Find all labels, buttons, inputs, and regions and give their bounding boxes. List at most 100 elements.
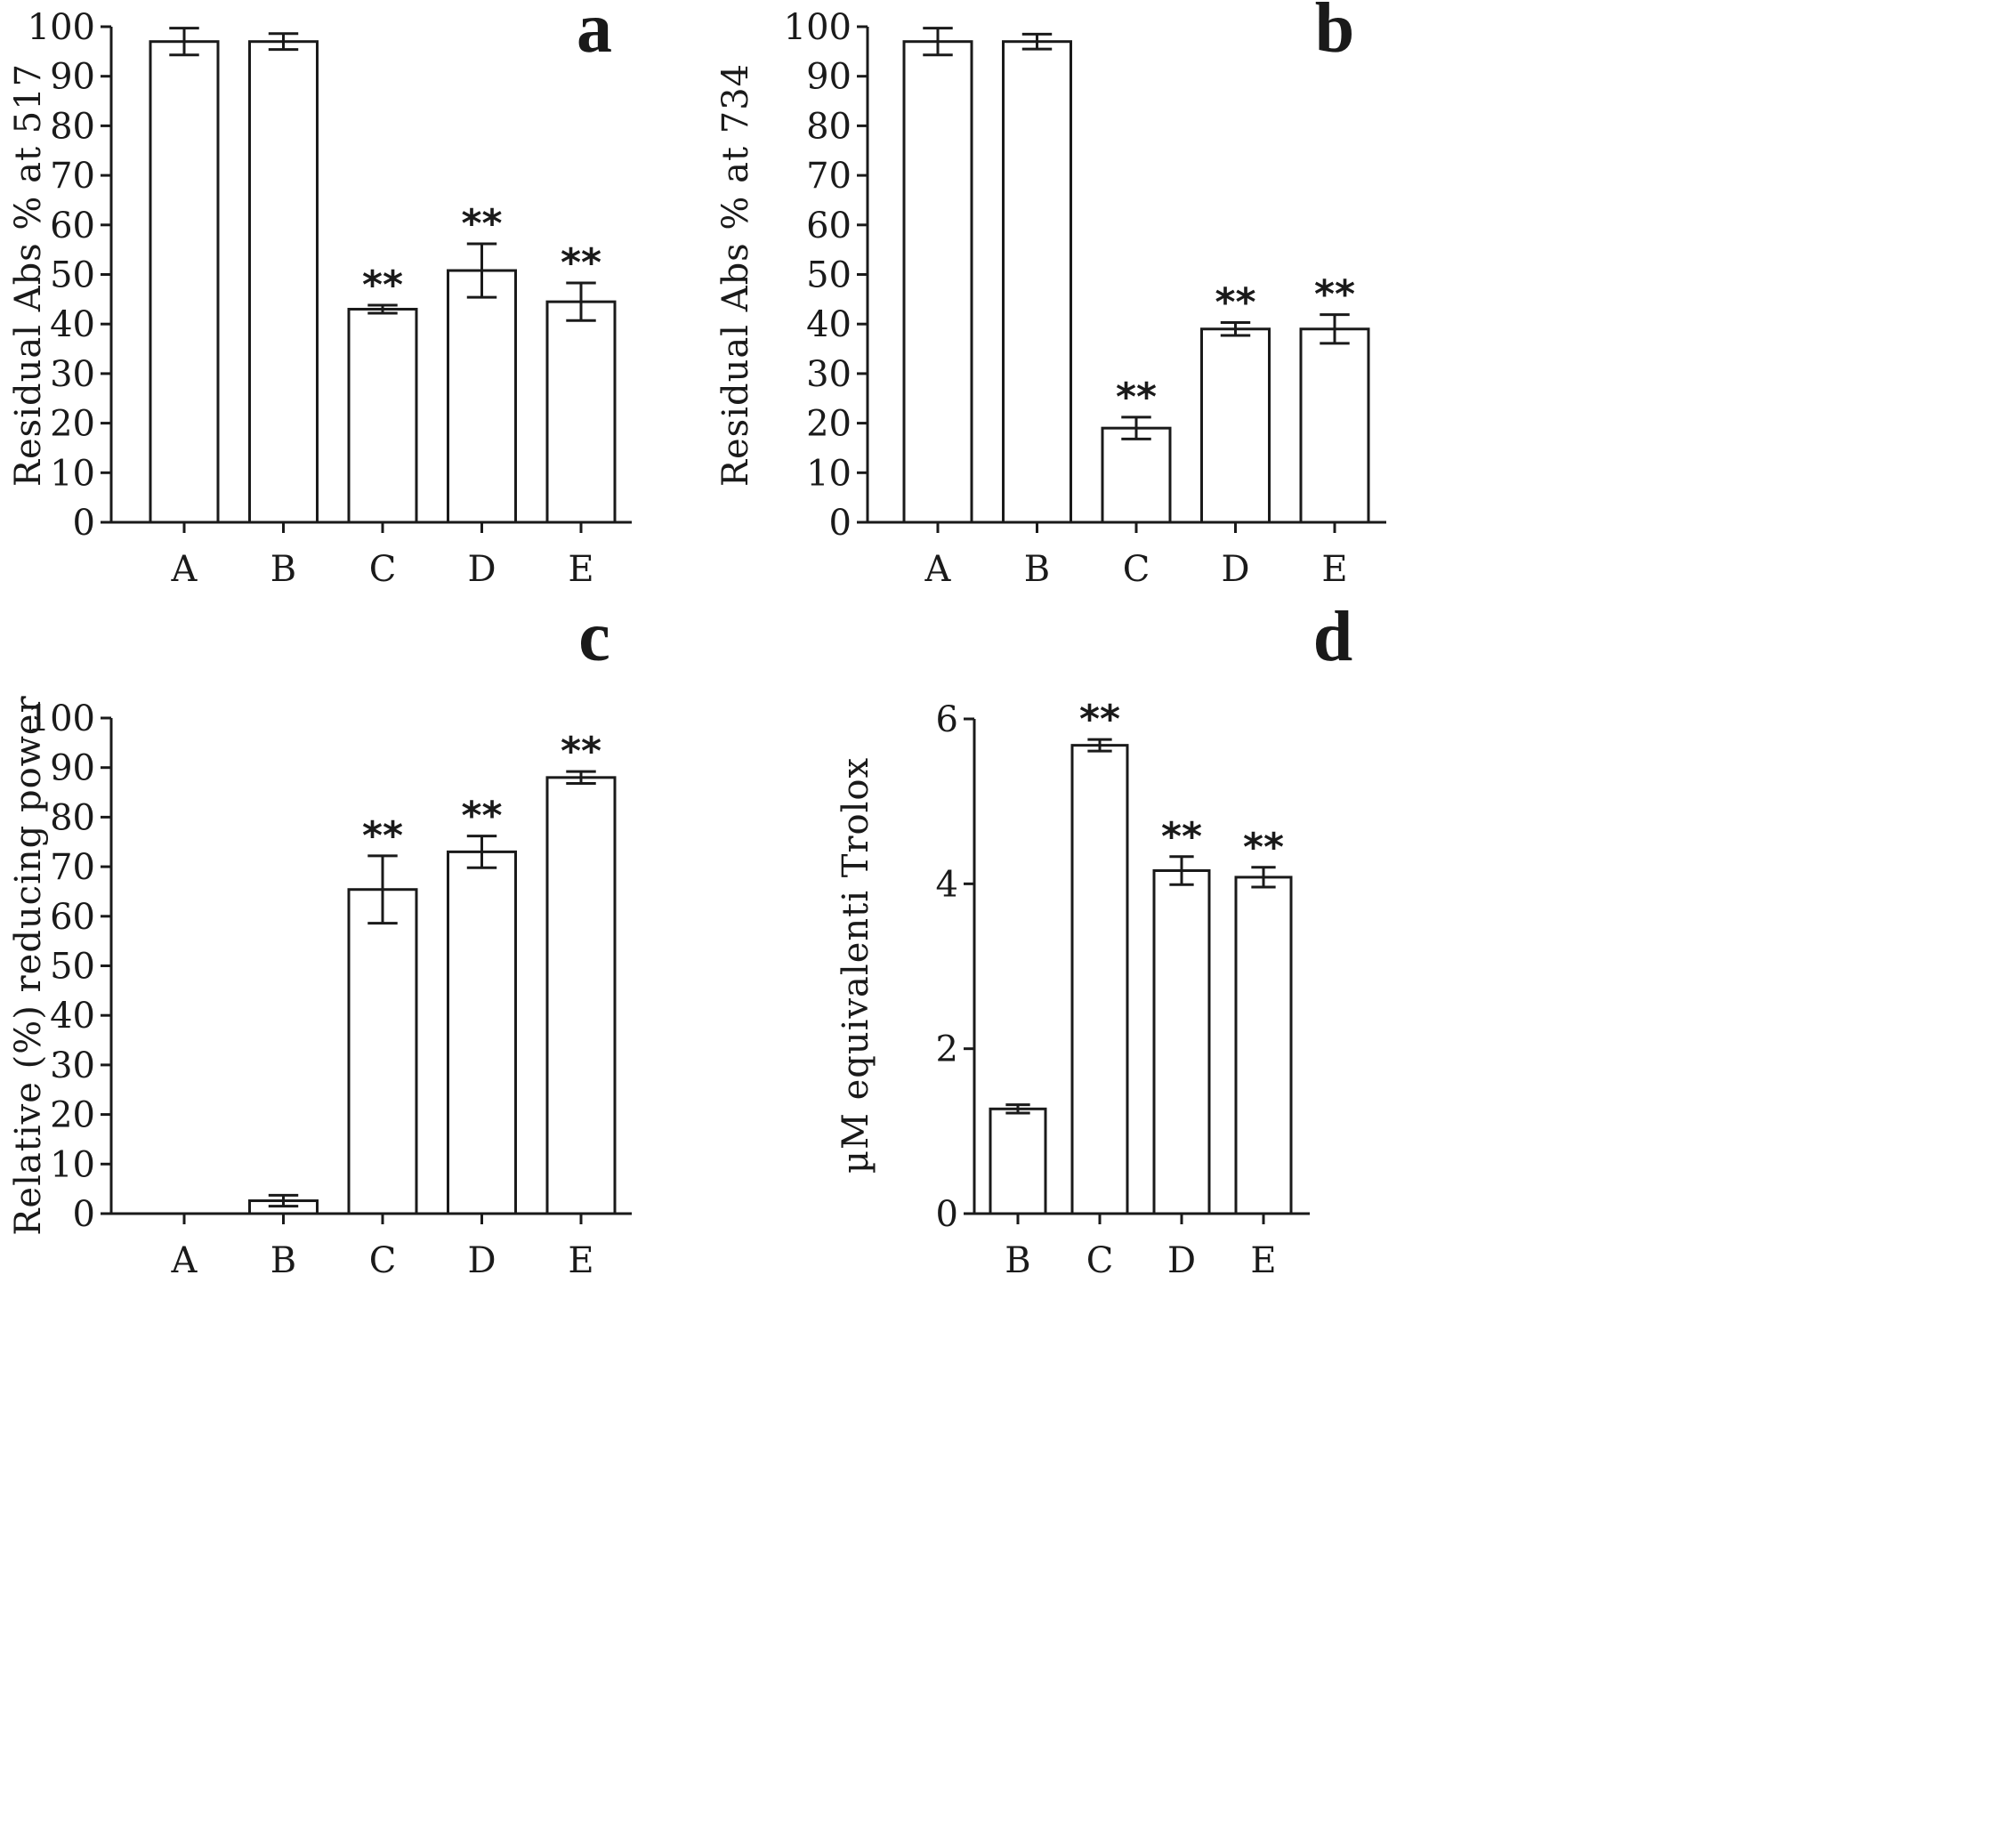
y-tick-label: 30 <box>50 354 95 395</box>
error-bar <box>1251 866 1276 889</box>
y-tick-label: 90 <box>50 57 95 98</box>
y-tick-label: 90 <box>806 57 852 98</box>
error-bar <box>1021 32 1053 51</box>
bar <box>248 40 319 524</box>
error-bar <box>566 770 596 786</box>
y-tick-label: 80 <box>50 106 95 147</box>
y-tick-label: 70 <box>806 156 852 197</box>
y-tick-label: 0 <box>829 503 852 544</box>
bar <box>149 40 220 524</box>
y-tick-label: 30 <box>806 354 852 395</box>
error-bar <box>566 281 596 322</box>
y-tick-label: 0 <box>936 1194 958 1235</box>
x-tick-label: D <box>1221 549 1249 590</box>
y-axis-label: Residual Abs % at 734 <box>715 63 756 487</box>
x-tick-label: C <box>369 549 397 590</box>
y-tick-label: 90 <box>50 748 95 789</box>
significance-marker: ** <box>561 240 601 286</box>
bar <box>347 307 418 524</box>
significance-marker: ** <box>1161 814 1202 859</box>
bar <box>545 300 617 524</box>
y-tick-label: 50 <box>50 255 95 296</box>
bar <box>1152 869 1211 1215</box>
error-bar <box>169 27 199 57</box>
error-bar <box>1169 855 1194 886</box>
bar <box>545 776 617 1215</box>
y-axis-label: Residual Abs % at 517 <box>8 63 49 487</box>
error-bar <box>466 242 497 299</box>
y-tick-label: 80 <box>50 797 95 838</box>
bar <box>1002 40 1072 524</box>
x-tick-label: C <box>1086 1240 1114 1281</box>
y-tick-label: 60 <box>806 206 852 246</box>
x-tick-label: E <box>1321 549 1347 590</box>
y-axis-label: Relative (%) reducing power <box>8 695 49 1235</box>
panel-letter: c <box>578 598 610 676</box>
bar <box>447 850 517 1215</box>
bar <box>902 40 973 524</box>
y-tick-label: 40 <box>806 304 852 345</box>
bar <box>447 269 517 524</box>
y-tick-label: 30 <box>50 1045 95 1086</box>
error-bar <box>367 303 398 315</box>
panel-letter: a <box>577 0 612 68</box>
y-tick-label: 6 <box>936 699 958 740</box>
bar <box>989 1107 1047 1215</box>
significance-marker: ** <box>561 729 601 774</box>
error-bar <box>1220 321 1251 337</box>
significance-marker: ** <box>362 813 403 859</box>
y-tick-label: 100 <box>784 7 852 48</box>
panel-letter: d <box>1313 598 1353 676</box>
x-tick-label: E <box>1250 1240 1276 1281</box>
y-tick-label: 100 <box>28 7 95 48</box>
chart-panel-d: 0 2 4 6 µM equivalenti Trolox d B C ** D ** E ** <box>835 598 1352 1281</box>
y-tick-label: 10 <box>50 1144 95 1185</box>
y-tick-label: 70 <box>50 156 95 197</box>
error-bar <box>1121 416 1151 440</box>
error-bar <box>923 27 953 57</box>
x-tick-label: D <box>467 549 496 590</box>
significance-marker: ** <box>461 794 502 839</box>
x-tick-label: B <box>270 1240 296 1281</box>
y-tick-label: 40 <box>50 996 95 1037</box>
chart-panel-a: 0 10 20 30 40 50 60 70 80 90 100 Residual Abs % at … <box>8 0 632 590</box>
x-tick-label: E <box>568 549 593 590</box>
bar <box>1234 876 1293 1215</box>
x-tick-label: E <box>568 1240 593 1281</box>
x-tick-label: D <box>467 1240 496 1281</box>
y-tick-label: 2 <box>936 1029 958 1070</box>
significance-marker: ** <box>1079 697 1120 742</box>
error-bar <box>1087 738 1112 753</box>
x-tick-label: D <box>1167 1240 1196 1281</box>
y-axis-label: µM equivalenti Trolox <box>835 757 876 1174</box>
x-tick-label: B <box>270 549 296 590</box>
x-tick-label: B <box>1024 549 1050 590</box>
x-tick-label: C <box>1123 549 1150 590</box>
y-tick-label: 0 <box>73 1194 95 1235</box>
error-bar <box>1320 313 1350 345</box>
significance-marker: ** <box>1314 272 1355 318</box>
y-tick-label: 70 <box>50 847 95 888</box>
y-tick-label: 80 <box>806 106 852 147</box>
x-tick-label: A <box>924 549 952 590</box>
significance-marker: ** <box>1116 375 1157 420</box>
significance-marker: ** <box>1215 280 1255 326</box>
y-tick-label: 100 <box>28 698 95 739</box>
y-tick-label: 10 <box>806 453 852 494</box>
panel-letter: b <box>1315 0 1355 68</box>
error-bar <box>268 32 299 52</box>
bar <box>1101 426 1172 524</box>
chart-panel-b: 0 10 20 30 40 50 60 70 80 90 100 Residual Abs % at … <box>715 0 1386 590</box>
x-tick-label: A <box>171 549 198 590</box>
bar <box>1070 744 1129 1215</box>
bar <box>1200 327 1271 524</box>
significance-marker: ** <box>1243 825 1284 870</box>
y-tick-label: 60 <box>50 206 95 246</box>
y-tick-label: 10 <box>50 453 95 494</box>
y-tick-label: 4 <box>936 864 958 905</box>
bar <box>1299 327 1370 524</box>
error-bar <box>268 1193 299 1208</box>
x-tick-label: C <box>369 1240 397 1281</box>
